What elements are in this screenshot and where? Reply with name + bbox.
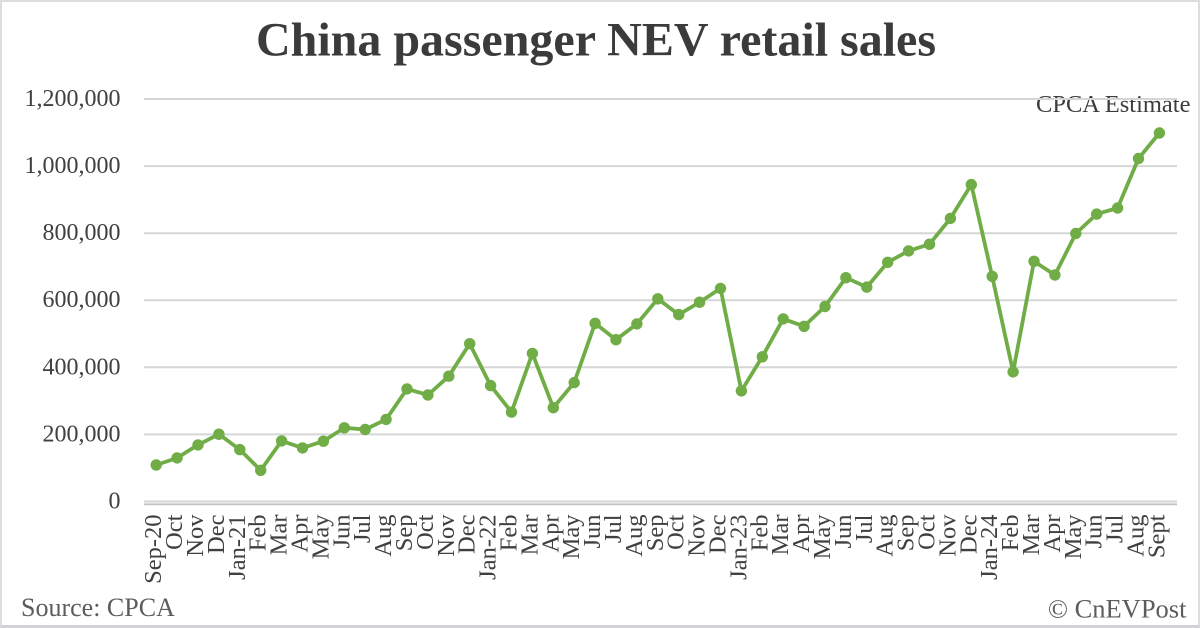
svg-text:Aug: Aug xyxy=(370,515,397,557)
svg-text:Dec: Dec xyxy=(955,514,982,554)
svg-text:Jul: Jul xyxy=(349,514,376,543)
svg-text:Mar: Mar xyxy=(1018,515,1045,556)
svg-text:© CnEVPost: © CnEVPost xyxy=(1048,594,1187,624)
svg-text:Sep: Sep xyxy=(893,515,920,552)
svg-text:Apr: Apr xyxy=(287,515,314,553)
svg-text:May: May xyxy=(1060,514,1087,560)
svg-text:Sep: Sep xyxy=(642,515,669,552)
svg-text:Oct: Oct xyxy=(663,514,690,550)
svg-text:Mar: Mar xyxy=(767,515,794,556)
svg-text:Jun: Jun xyxy=(1081,515,1108,549)
svg-text:Source: CPCA: Source: CPCA xyxy=(21,593,175,622)
svg-text:May: May xyxy=(558,514,585,560)
svg-text:Jul: Jul xyxy=(1102,514,1129,543)
svg-text:400,000: 400,000 xyxy=(43,354,121,380)
svg-text:Sep-20: Sep-20 xyxy=(140,515,167,584)
svg-text:CPCA Estimate: CPCA Estimate xyxy=(1036,91,1191,118)
svg-text:Dec: Dec xyxy=(203,514,230,554)
svg-text:600,000: 600,000 xyxy=(43,287,121,313)
svg-text:Feb: Feb xyxy=(496,515,523,552)
svg-text:1,000,000: 1,000,000 xyxy=(25,153,121,179)
svg-text:800,000: 800,000 xyxy=(43,220,121,246)
svg-text:Feb: Feb xyxy=(746,515,773,552)
svg-text:China passenger NEV retail sal: China passenger NEV retail sales xyxy=(256,14,936,67)
svg-text:200,000: 200,000 xyxy=(43,421,121,447)
svg-text:Jan-23: Jan-23 xyxy=(725,515,752,580)
svg-text:Feb: Feb xyxy=(245,515,272,552)
svg-text:Jun: Jun xyxy=(328,515,355,549)
svg-text:Aug: Aug xyxy=(872,515,899,557)
svg-text:Mar: Mar xyxy=(516,515,543,556)
svg-text:Oct: Oct xyxy=(412,514,439,550)
svg-text:Jan-22: Jan-22 xyxy=(475,515,502,580)
svg-text:Oct: Oct xyxy=(914,514,941,550)
svg-text:Jan-21: Jan-21 xyxy=(224,515,251,580)
svg-text:May: May xyxy=(809,514,836,560)
svg-text:Apr: Apr xyxy=(1039,515,1066,553)
svg-text:Jun: Jun xyxy=(830,515,857,549)
svg-text:Sep: Sep xyxy=(391,515,418,552)
svg-text:Nov: Nov xyxy=(182,514,209,557)
svg-text:Dec: Dec xyxy=(454,514,481,554)
svg-text:Apr: Apr xyxy=(537,515,564,553)
svg-text:Oct: Oct xyxy=(161,514,188,550)
svg-text:Aug: Aug xyxy=(621,515,648,557)
svg-text:Aug: Aug xyxy=(1123,515,1150,557)
svg-text:Sept: Sept xyxy=(1143,514,1170,558)
svg-text:Mar: Mar xyxy=(266,515,293,556)
svg-text:Jan-24: Jan-24 xyxy=(976,514,1003,579)
svg-text:Nov: Nov xyxy=(934,514,961,557)
svg-text:Apr: Apr xyxy=(788,515,815,553)
svg-text:Jul: Jul xyxy=(600,514,627,543)
svg-text:0: 0 xyxy=(109,489,121,515)
svg-text:Dec: Dec xyxy=(705,514,732,554)
svg-text:1,200,000: 1,200,000 xyxy=(25,86,121,112)
svg-text:Jul: Jul xyxy=(851,514,878,543)
svg-text:Jun: Jun xyxy=(579,515,606,549)
svg-text:Nov: Nov xyxy=(684,514,711,557)
svg-text:May: May xyxy=(307,514,334,560)
svg-text:Nov: Nov xyxy=(433,514,460,557)
svg-text:Feb: Feb xyxy=(997,515,1024,552)
